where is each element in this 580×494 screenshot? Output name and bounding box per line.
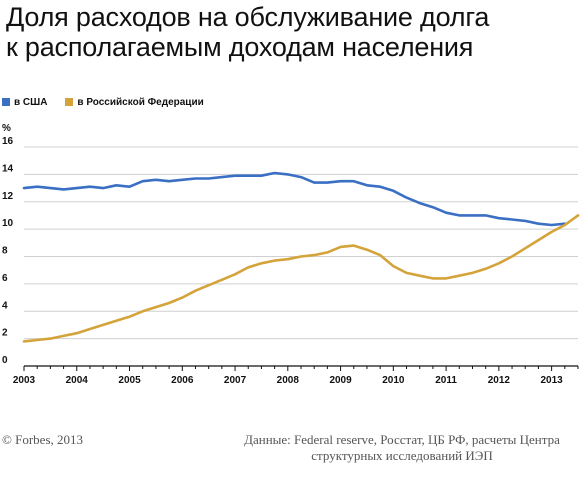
series-line-usa (22, 171, 567, 227)
y-tick-label: 8 (2, 246, 8, 257)
x-tick-label: 2003 (13, 375, 36, 386)
y-tick-label: 14 (2, 163, 14, 174)
x-tick-label: 2012 (488, 375, 511, 386)
x-axis: 2003 2004 2005 2006 2007 2008 2009 2010 2011 2012… (13, 365, 579, 386)
x-tick-label: 2011 (435, 375, 457, 386)
legend-item-usa: в США (2, 97, 47, 108)
y-tick-label: 10 (2, 218, 14, 229)
title-line-2: к располагаемым доходам населения (6, 32, 474, 62)
y-axis: % 0 2 4 6 8 10 12 14 16 (2, 123, 14, 366)
chart-title: Доля расходов на обслуживание долга к ра… (6, 2, 576, 62)
legend-label-russia: в Российской Федерации (77, 96, 204, 108)
title-line-1: Доля расходов на обслуживание долга (6, 2, 490, 32)
y-unit-label: % (2, 123, 11, 134)
y-tick-label: 16 (2, 136, 14, 147)
copyright-text: © Forbes, 2013 (2, 432, 84, 447)
x-tick-label: 2013 (540, 375, 563, 386)
source-note: Данные: Federal reserve, Росстат, ЦБ РФ,… (232, 432, 572, 464)
x-tick-label: 2004 (66, 375, 89, 386)
series-layer (22, 171, 580, 343)
y-tick-label: 2 (2, 328, 8, 339)
x-tick-label: 2010 (382, 375, 405, 386)
x-tick-label: 2006 (171, 375, 194, 386)
source-line-1: Данные: Federal reserve, Росстат, ЦБ РФ,… (244, 432, 560, 447)
x-tick-label: 2009 (329, 375, 352, 386)
legend-item-russia: в Российской Федерации (65, 96, 204, 108)
x-tick-label: 2007 (224, 375, 247, 386)
legend-swatch-russia (65, 98, 74, 106)
legend-label-usa: в США (14, 96, 48, 108)
y-tick-label: 0 (2, 355, 8, 366)
y-tick-label: 6 (2, 273, 8, 284)
source-line-2: структурных исследований ИЭП (311, 448, 493, 463)
x-tick-label: 2008 (277, 375, 300, 386)
grid-layer (24, 146, 578, 340)
legend: в США в Российской Федерации (2, 95, 222, 109)
legend-swatch-usa (2, 98, 10, 106)
y-tick-label: 4 (2, 300, 8, 311)
x-tick-label: 2005 (118, 375, 141, 386)
series-line-russia (22, 214, 580, 343)
y-tick-label: 12 (2, 191, 14, 202)
